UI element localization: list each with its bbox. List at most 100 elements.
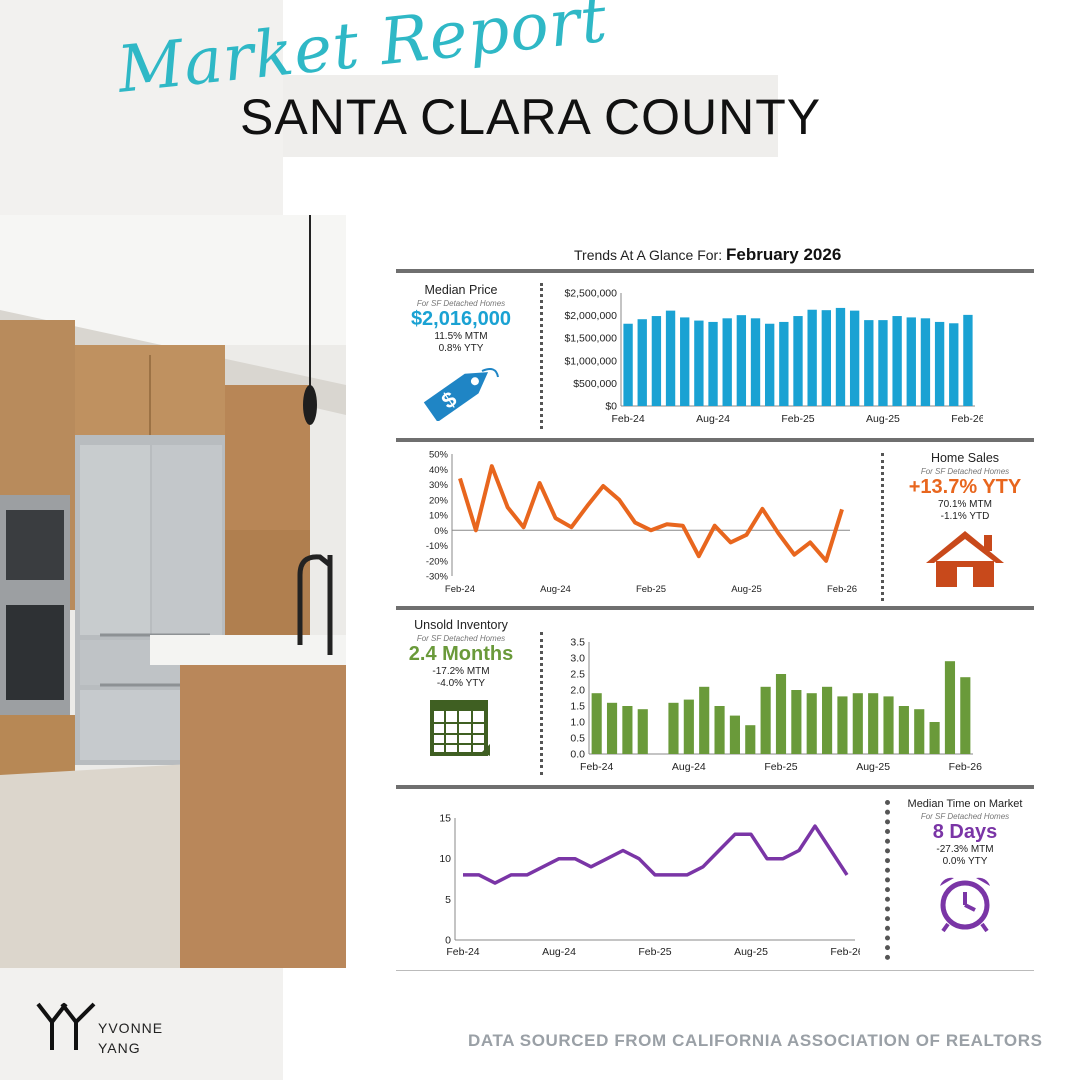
y-tick-label: $1,000,000 <box>564 355 617 367</box>
bar <box>807 309 817 406</box>
bar <box>591 693 602 754</box>
calendar-icon <box>430 700 490 756</box>
time-on-market-stat: Median Time on Market For SF Detached Ho… <box>895 798 1035 939</box>
y-tick-label: $2,500,000 <box>564 288 617 300</box>
x-tick-label: Aug-25 <box>734 946 768 958</box>
bar <box>694 320 704 406</box>
bar <box>837 696 848 754</box>
stat-ytd: -1.1% YTD <box>940 511 990 522</box>
x-tick-label: Aug-24 <box>696 413 730 425</box>
x-tick-label: Feb-25 <box>764 761 797 773</box>
y-tick-label: -20% <box>426 556 449 567</box>
brand-line1: YVONNE <box>98 1020 164 1036</box>
trends-month: February 2026 <box>726 245 842 264</box>
trends-prefix: Trends At A Glance For: <box>574 247 723 263</box>
bar <box>883 696 894 754</box>
bar <box>821 310 831 406</box>
stat-ytd: 0.8% YTY <box>438 343 484 354</box>
bar <box>934 321 945 406</box>
bar <box>864 320 874 406</box>
x-tick-label: Aug-25 <box>731 584 762 595</box>
section-divider <box>396 785 1034 789</box>
section-divider <box>396 438 1034 442</box>
bar <box>868 693 879 754</box>
y-tick-label: 5 <box>445 894 451 906</box>
bar <box>944 661 956 754</box>
alarm-clock-icon <box>940 877 990 933</box>
median-price-stat: Median Price For SF Detached Homes $2,01… <box>396 283 526 426</box>
price-tag-icon: $ <box>423 368 499 423</box>
bar <box>665 310 676 406</box>
bar <box>637 709 648 754</box>
y-tick-label: 0 <box>445 935 451 947</box>
bottom-rule <box>396 970 1034 971</box>
stat-mtm: -17.2% MTM <box>432 666 490 677</box>
y-tick-label: -30% <box>426 572 449 583</box>
x-tick-label: Aug-24 <box>542 946 576 958</box>
bar <box>708 321 718 406</box>
bar <box>898 706 909 754</box>
y-tick-label: 15 <box>439 813 451 825</box>
brand-name: YVONNE YANG <box>98 1018 163 1058</box>
bar <box>750 318 761 406</box>
bar <box>668 702 679 754</box>
y-tick-label: $1,500,000 <box>564 333 617 345</box>
bar <box>699 686 710 754</box>
x-tick-label: Feb-25 <box>638 946 671 958</box>
x-tick-label: Feb-24 <box>611 413 644 425</box>
y-tick-label: 10% <box>429 511 449 522</box>
x-tick-label: Feb-25 <box>781 413 814 425</box>
stat-value: $2,016,000 <box>410 308 512 330</box>
bar <box>622 706 633 754</box>
stat-ytd: 0.0% YTY <box>942 856 988 867</box>
y-tick-label: 40% <box>429 465 449 476</box>
stat-label: Median Time on Market <box>907 798 1023 810</box>
y-tick-label: 0.0 <box>570 749 585 761</box>
x-tick-label: Feb-24 <box>445 584 475 595</box>
bar <box>892 316 902 406</box>
y-tick-label: 1.0 <box>570 717 585 729</box>
data-source-footer: DATA SOURCED FROM CALIFORNIA ASSOCIATION… <box>468 1031 1043 1050</box>
dotted-separator <box>881 453 887 601</box>
dotted-separator <box>540 632 546 775</box>
bar <box>729 715 740 754</box>
x-tick-label: Feb-26 <box>827 584 857 595</box>
bar <box>637 319 647 406</box>
y-tick-label: $2,000,000 <box>564 310 617 322</box>
bar <box>760 686 771 754</box>
median-price-chart: $2,500,000 $2,000,000 $1,500,000 $1,000,000… <box>564 288 983 426</box>
y-tick-label: $0 <box>605 401 617 413</box>
trends-heading: Trends At A Glance For: February 2026 <box>574 245 841 265</box>
y-tick-label: 1.5 <box>570 701 585 713</box>
y-tick-label: 3.5 <box>570 637 585 649</box>
x-tick-label: Feb-24 <box>446 946 479 958</box>
stat-label: Home Sales <box>930 451 1000 465</box>
y-tick-label: 10 <box>439 853 451 865</box>
inventory-stat: Unsold Inventory For SF Detached Homes 2… <box>396 618 526 763</box>
bar <box>920 318 931 406</box>
y-tick-label: -10% <box>426 541 449 552</box>
x-tick-label: Feb-25 <box>636 584 666 595</box>
bar <box>878 320 888 406</box>
bar <box>849 310 860 406</box>
bar <box>714 706 725 754</box>
house-icon <box>926 531 1004 587</box>
bar <box>949 323 959 406</box>
x-tick-label: Aug-24 <box>540 584 571 595</box>
y-tick-label: $500,000 <box>573 378 617 390</box>
page-title: SANTA CLARA COUNTY <box>240 89 822 145</box>
y-tick-label: 2.0 <box>570 685 585 697</box>
bar <box>651 316 662 406</box>
stat-label: Unsold Inventory <box>414 618 508 632</box>
section-divider <box>396 269 1034 273</box>
bar <box>736 315 747 406</box>
x-tick-label: Feb-26 <box>949 761 982 773</box>
bar <box>775 674 787 754</box>
bar <box>914 709 925 754</box>
bar <box>822 686 833 754</box>
bar <box>929 722 940 754</box>
series-line <box>458 464 844 563</box>
dotted-separator <box>885 800 895 960</box>
